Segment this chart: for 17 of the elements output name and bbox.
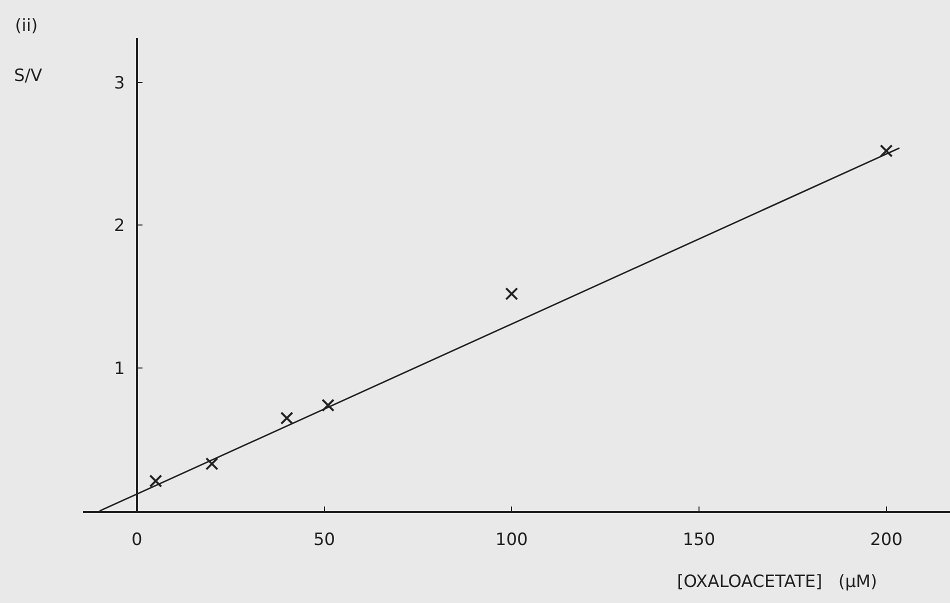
point	[322, 398, 335, 412]
y-tick-label: 2	[114, 216, 125, 236]
x-tick-label: 200	[870, 530, 903, 550]
y-tick-label: 3	[114, 73, 125, 94]
x-tick-label: 150	[682, 530, 716, 550]
y-tick-label: 1	[114, 359, 125, 380]
x-tick-label: 100	[495, 530, 528, 550]
x-tick-label: 50	[313, 530, 336, 550]
x-tick-label: 0	[132, 530, 142, 550]
point	[280, 412, 294, 425]
chart-title: (ii)	[15, 16, 38, 36]
point	[880, 144, 893, 158]
point	[505, 287, 518, 300]
x-axis-title: [OXALOACETATE] (μM)	[677, 572, 878, 592]
y-axis-title: S/V	[14, 66, 43, 86]
point	[205, 457, 218, 470]
point	[149, 474, 162, 488]
